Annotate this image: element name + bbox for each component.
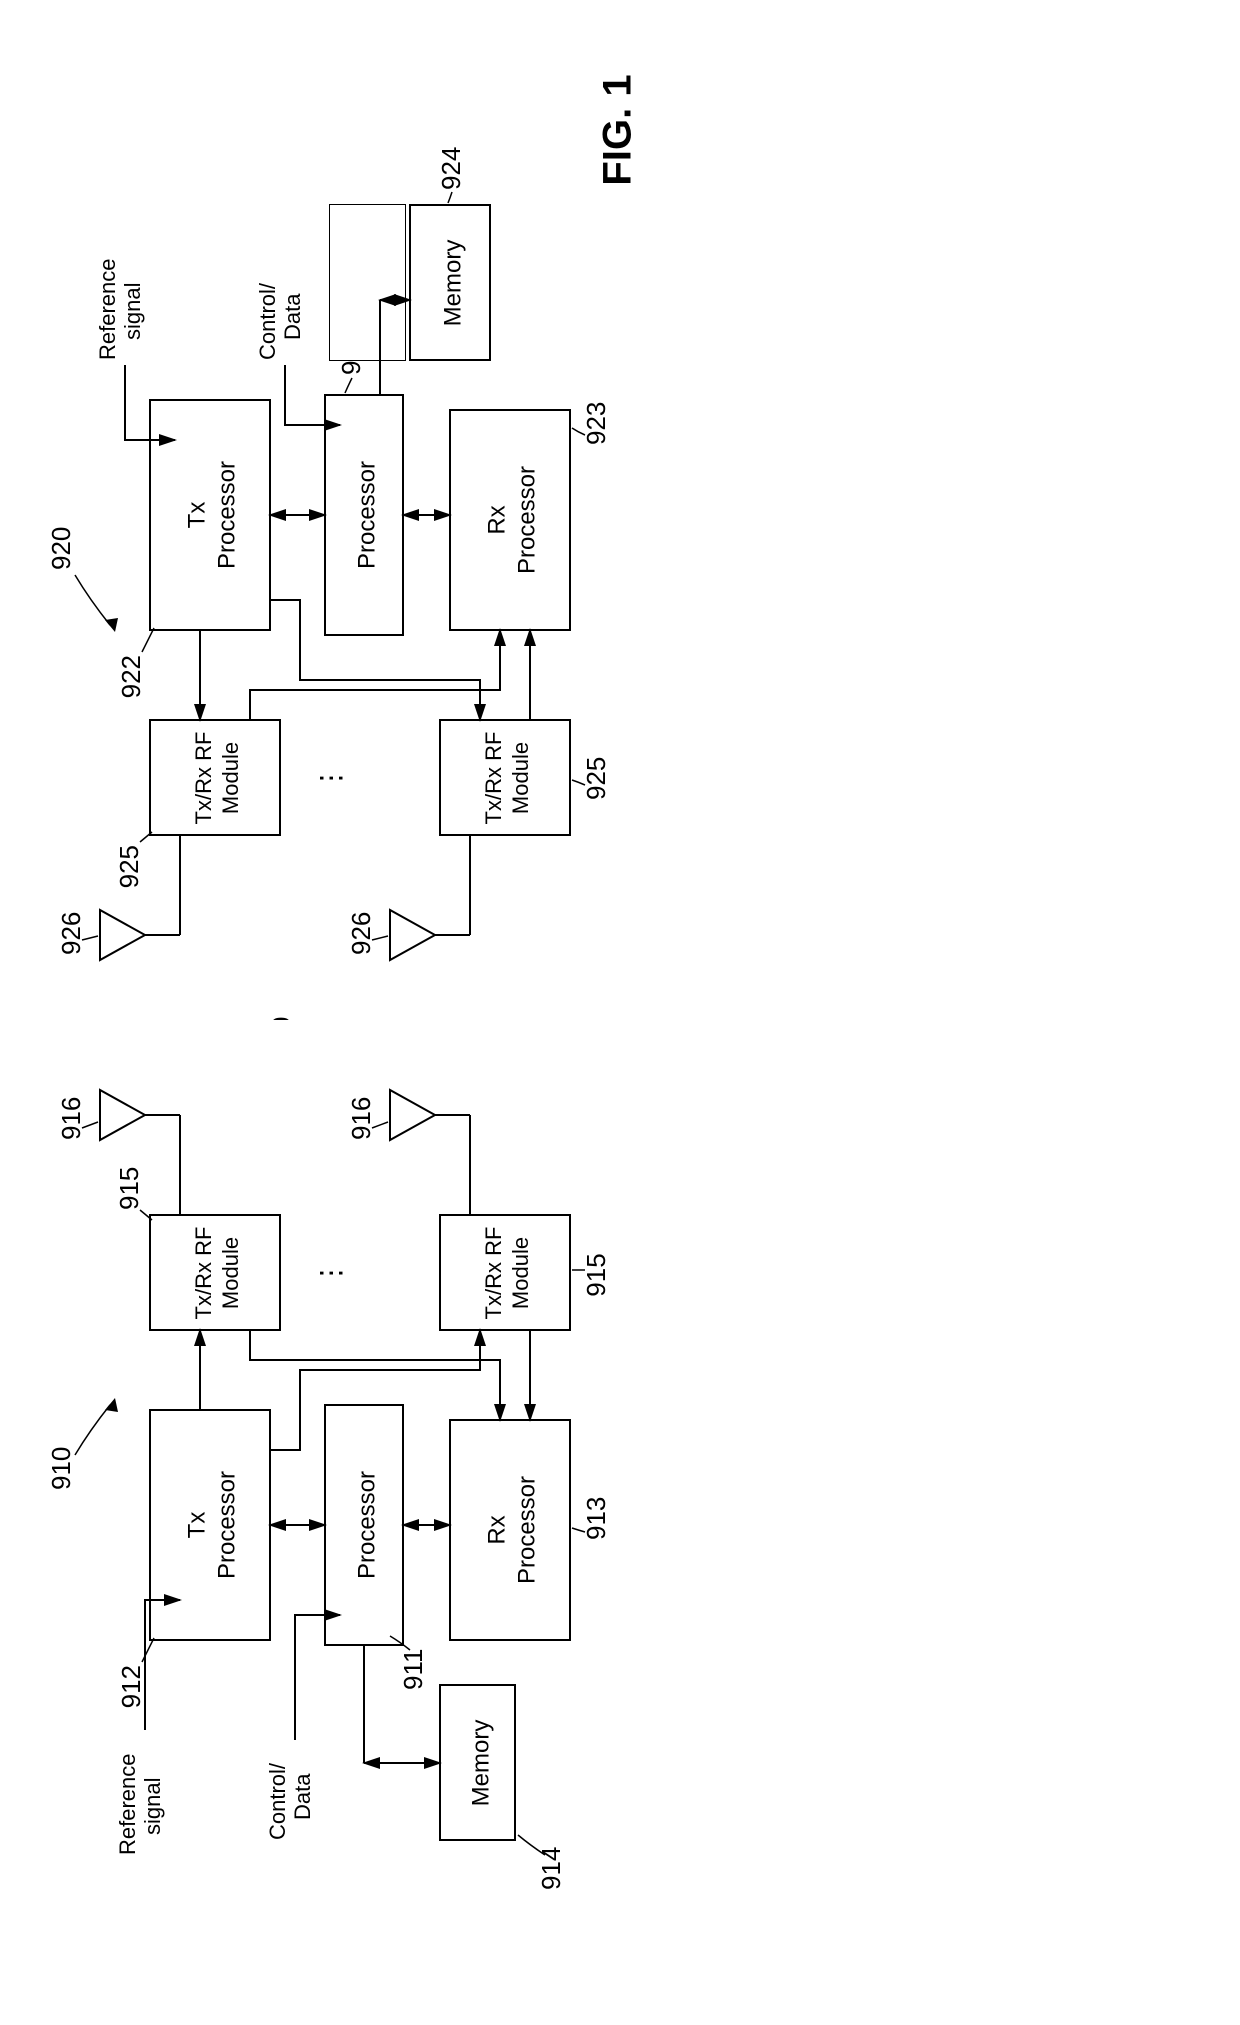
r-ctrl2: Data: [280, 293, 305, 340]
l-ctrl1: Control/: [265, 1762, 290, 1840]
l-proc-lab: Processor: [353, 1471, 380, 1579]
l-rx-l2: Processor: [513, 1476, 540, 1584]
r-refs1: Reference: [95, 258, 120, 360]
r-tx-l2: Processor: [213, 461, 240, 569]
r-rf2-ref: 925: [581, 757, 611, 800]
diagram: FIG. 1 910 Tx Processor 912 Reference si…: [0, 0, 1240, 2025]
r-rx-l2: Processor: [513, 466, 540, 574]
l-rf2-l2: Module: [508, 1237, 533, 1309]
l-mem-ref: 914: [536, 1847, 566, 1890]
r-rx-l1: Rx: [483, 505, 510, 534]
l-rf1-l2: Module: [218, 1237, 243, 1309]
l-ant1-ref: 916: [56, 1097, 86, 1140]
right-device-group: Tx Processor 922 Processor 921 Rx Proces…: [46, 147, 611, 960]
l-rf1-ref: 915: [114, 1167, 144, 1210]
r-dots: ⋮: [315, 764, 346, 792]
l-mem-lab: Memory: [467, 1720, 494, 1807]
r-ant1-ref: 926: [56, 912, 86, 955]
l-tx-l2: Processor: [213, 1471, 240, 1579]
r-ctrl1: Control/: [255, 282, 280, 360]
l-tx-ref: 912: [116, 1665, 146, 1708]
r-rf1-l1: Tx/Rx RF: [191, 732, 216, 825]
r-tx-ref: 922: [116, 655, 146, 698]
l-rx-ref: 913: [581, 1497, 611, 1540]
r-rf1-ref: 925: [114, 845, 144, 888]
l-refs2: signal: [140, 1778, 165, 1835]
l-ctrl2: Data: [290, 1773, 315, 1820]
r-mem-ref: 924: [436, 147, 466, 190]
r-mem-lab: Memory: [439, 240, 466, 327]
l-rf2-l1: Tx/Rx RF: [481, 1227, 506, 1320]
r-refs2: signal: [120, 283, 145, 340]
l-rf2-ref: 915: [581, 1253, 611, 1296]
r-ant-bot: [390, 910, 435, 960]
l-ant2-ref: 916: [346, 1097, 376, 1140]
r-tx-l1: Tx: [183, 502, 210, 529]
r-rf2-l1: Tx/Rx RF: [481, 732, 506, 825]
l-proc-ref: 911: [398, 1649, 428, 1690]
figure-title: FIG. 1: [596, 74, 640, 185]
l-refs1: Reference: [115, 1753, 140, 1855]
r-rf1-l2: Module: [218, 742, 243, 814]
r-ant-top: [100, 910, 145, 960]
l-dots: ⋮: [315, 1259, 346, 1287]
r-ant2-ref: 926: [346, 912, 376, 955]
l-rf1-l1: Tx/Rx RF: [191, 1227, 216, 1320]
r-rf2-l2: Module: [508, 742, 533, 814]
r-rx-ref: 923: [581, 402, 611, 445]
r-proc-lab: Processor: [353, 461, 380, 569]
l-tx-l1: Tx: [183, 1512, 210, 1539]
l-gref: 910: [46, 1447, 76, 1490]
l-rx-l1: Rx: [483, 1515, 510, 1544]
r-gref: 920: [46, 527, 76, 570]
